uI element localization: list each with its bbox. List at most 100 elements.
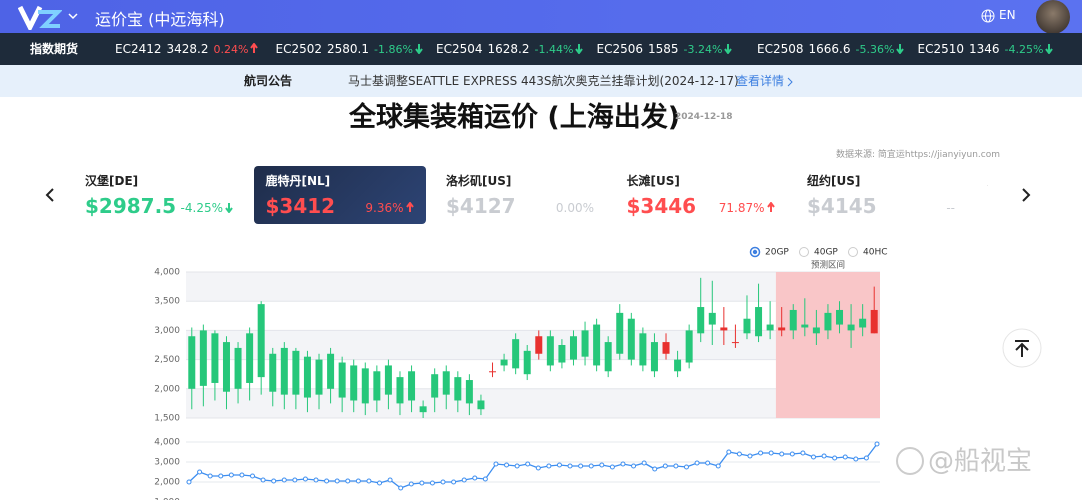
grid-band: [186, 388, 880, 418]
watermark: @船视宝: [928, 447, 1032, 477]
trend-arrow: [766, 201, 775, 212]
candle-body: [500, 359, 508, 366]
candle-body: [546, 336, 554, 366]
route-name: 长滩[US]: [626, 174, 680, 188]
legend-label[interactable]: 40GP: [814, 248, 838, 258]
ticker-code: EC2508: [757, 42, 804, 56]
dropdown-icon[interactable]: [68, 11, 78, 21]
route-card[interactable]: 鹿特丹[NL] $3412 9.36%: [253, 166, 426, 224]
candle-body: [327, 353, 335, 389]
next-button[interactable]: [1020, 187, 1032, 203]
line-point: [705, 460, 711, 466]
ticker-change: -1.86%: [374, 43, 413, 56]
candle-body: [361, 368, 369, 404]
line-point: [810, 454, 816, 460]
language-switch[interactable]: EN: [999, 8, 1016, 22]
candle-body: [257, 304, 265, 378]
candle-body: [720, 327, 728, 331]
route-card[interactable]: 长滩[US] $3446 71.87%: [614, 166, 787, 224]
route-change: --: [946, 201, 955, 215]
legend-label[interactable]: 20GP: [765, 248, 789, 258]
candle-body: [292, 350, 300, 395]
trend-arrow: [250, 42, 259, 53]
candle-body: [373, 371, 381, 401]
route-change-text: --: [946, 201, 955, 215]
route-price: $2987.5: [85, 194, 177, 218]
candle-body: [731, 342, 739, 344]
app-name: 运价宝 (中远海科): [95, 10, 225, 29]
logo[interactable]: [18, 4, 62, 30]
line-point: [874, 441, 880, 447]
line-point: [302, 476, 308, 482]
line-point: [250, 473, 256, 479]
back-to-top-icon: [1015, 340, 1029, 357]
line-point: [387, 477, 393, 483]
ticker-code: EC2510: [917, 42, 965, 56]
candle-body: [789, 309, 797, 331]
line-point: [853, 456, 859, 462]
top-bar: 运价宝 (中远海科) EN: [0, 0, 1082, 34]
line: [188, 443, 878, 489]
line-point: [641, 460, 647, 466]
route-card[interactable]: 汉堡[DE] $2987.5 -4.25%: [73, 166, 245, 224]
source: 数据来源: 简宜运https://jianyiyun.com: [835, 150, 1000, 160]
line-point: [758, 450, 764, 456]
line-point: [366, 478, 372, 484]
line-point: [694, 460, 700, 466]
route-change: 0.00%: [556, 201, 594, 215]
line-point: [821, 453, 827, 459]
legend-radio[interactable]: [848, 247, 858, 257]
watermark-icon: [896, 447, 924, 475]
notice-text[interactable]: 马士基调整SEATTLE EXPRESS 443S航次奥克兰挂靠计划(2024-…: [348, 74, 739, 88]
ticker-item: EC2508 1666.6 -5.36%: [757, 33, 905, 65]
line-point: [789, 451, 795, 457]
candle-body: [801, 324, 809, 328]
ticker-item: EC2504 1628.2 -1.44%: [436, 33, 584, 65]
link-chevron: [787, 77, 793, 87]
line-point: [207, 473, 213, 479]
line-point: [271, 478, 277, 484]
route-card[interactable]: 纽约[US] $4145 --: [795, 166, 967, 224]
line-point: [334, 478, 340, 484]
trend-arrow: [405, 201, 414, 212]
y-tick-label: 3,000: [154, 458, 180, 468]
candle-body: [280, 347, 288, 395]
legend-label[interactable]: 40HC: [863, 248, 888, 258]
candle-body: [558, 345, 566, 363]
line-point: [726, 449, 732, 455]
line-point: [832, 455, 838, 461]
candle-body: [454, 377, 462, 401]
candle-body: [408, 371, 416, 401]
avatar[interactable]: [1036, 0, 1070, 34]
route-card[interactable]: 洛杉矶[US] $4127 0.00%: [434, 166, 606, 224]
route-card[interactable]: 曼$: [975, 166, 989, 224]
candle-body: [766, 324, 774, 331]
line-point: [493, 461, 499, 467]
line-point: [535, 465, 541, 471]
candle-body: [523, 350, 531, 375]
line-point: [281, 477, 287, 483]
notice-link[interactable]: 查看详情: [736, 74, 785, 88]
line-point: [408, 481, 414, 487]
line-point: [673, 463, 679, 469]
line-point: [514, 463, 520, 469]
line-point: [429, 480, 435, 486]
line-point: [313, 477, 319, 483]
y-tick-label: 4,000: [154, 438, 180, 448]
line-point: [620, 461, 626, 467]
ticker-change: -4.25%: [1004, 43, 1044, 56]
candle-body: [396, 377, 404, 404]
line-point: [239, 472, 245, 478]
candle-body: [315, 359, 323, 395]
line-point: [631, 463, 637, 469]
legend-radio[interactable]: [799, 247, 809, 257]
globe-icon[interactable]: [981, 9, 995, 23]
ticker-price: 2580.1: [327, 42, 369, 56]
ticker-item: EC2412 3428.2 0.24%: [115, 33, 259, 65]
candle-body: [477, 400, 485, 410]
candle-body: [708, 312, 716, 325]
route-name: 曼: [988, 172, 989, 189]
prev-button[interactable]: [44, 187, 56, 203]
